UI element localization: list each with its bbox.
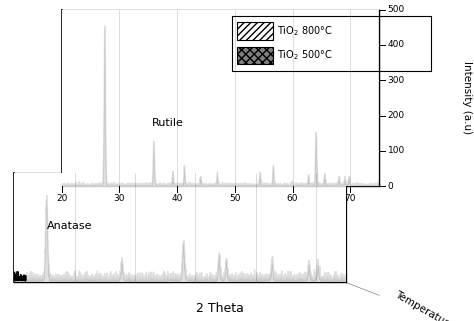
Text: 2 Theta: 2 Theta (196, 302, 245, 315)
Text: Rutile: Rutile (152, 118, 183, 128)
Text: 100: 100 (388, 146, 405, 155)
Polygon shape (14, 173, 346, 282)
Text: 300: 300 (388, 76, 405, 85)
Text: Intensity (a.u): Intensity (a.u) (462, 61, 472, 134)
Text: 200: 200 (388, 111, 405, 120)
FancyBboxPatch shape (237, 22, 273, 40)
Text: 70: 70 (345, 194, 356, 203)
Text: 500: 500 (388, 5, 405, 14)
Text: 20: 20 (56, 194, 67, 203)
Text: 60: 60 (287, 194, 298, 203)
Text: TiO$_2$ 500°C: TiO$_2$ 500°C (277, 48, 333, 62)
Text: 400: 400 (388, 40, 405, 49)
Text: 30: 30 (114, 194, 125, 203)
Text: 0: 0 (388, 182, 393, 191)
Polygon shape (62, 10, 379, 186)
FancyBboxPatch shape (237, 47, 273, 64)
Text: 40: 40 (172, 194, 183, 203)
Text: Anatase: Anatase (47, 221, 93, 231)
Text: TiO$_2$ 800°C: TiO$_2$ 800°C (277, 24, 333, 38)
Text: 50: 50 (229, 194, 241, 203)
Text: Temperature °C: Temperature °C (393, 289, 469, 321)
Polygon shape (14, 173, 379, 186)
Polygon shape (14, 173, 62, 187)
